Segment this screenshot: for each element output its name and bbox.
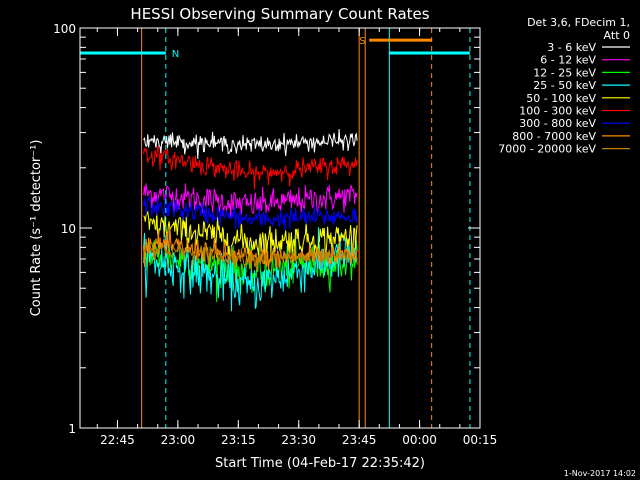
marker-label-n: N	[172, 49, 179, 60]
x-tick-label-2330: 23:30	[281, 433, 316, 447]
series-line-100-300-kev	[143, 145, 358, 190]
series-line-7000-20000-kev	[143, 241, 358, 271]
marker-label-s: S	[359, 36, 365, 47]
legend-label-25-50-kev: 25 - 50 keV	[533, 79, 596, 92]
x-axis-label: Start Time (04-Feb-17 22:35:42)	[215, 456, 425, 471]
chart-title: HESSI Observing Summary Count Rates	[130, 5, 429, 23]
legend-label-300-800-kev: 300 - 800 keV	[519, 117, 596, 130]
y-tick-label-1: 1	[68, 422, 76, 436]
legend-label-800-7000-kev: 800 - 7000 keV	[512, 130, 596, 143]
series-line-3-6-kev	[143, 128, 358, 159]
axes: 1 10 100 22:45 23:00 23:15 23:30 23:45 00:00 00:1…	[53, 22, 497, 447]
legend-header-line-2: Att 0	[604, 29, 630, 42]
y-tick-label-100: 100	[53, 22, 76, 36]
series-line-50-100-kev	[143, 210, 358, 264]
y-axis-label: Count Rate (s⁻¹ detector⁻¹)	[29, 140, 44, 317]
footer-date: 1-Nov-2017 14:02	[564, 469, 636, 478]
x-tick-label-0000: 00:00	[402, 433, 437, 447]
legend-label-3-6-kev: 3 - 6 keV	[547, 41, 596, 54]
y-tick-label-10: 10	[61, 222, 76, 236]
legend-label-50-100-kev: 50 - 100 keV	[526, 92, 596, 105]
legend-header-line-1: Det 3,6, FDecim 1,	[527, 16, 630, 29]
legend-label-12-25-kev: 12 - 25 keV	[533, 66, 596, 79]
legend-label-6-12-kev: 6 - 12 keV	[540, 54, 596, 67]
x-tick-label-0015: 00:15	[463, 433, 498, 447]
legend-label-100-300-kev: 100 - 300 keV	[519, 105, 596, 118]
x-tick-label-2315: 23:15	[221, 433, 256, 447]
x-tick-label-2345: 23:45	[342, 433, 377, 447]
x-tick-label-2300: 23:00	[161, 433, 196, 447]
x-tick-label-2245: 22:45	[100, 433, 135, 447]
legend-label-7000-20000-kev: 7000 - 20000 keV	[498, 143, 596, 156]
series-line-300-800-kev	[143, 196, 358, 231]
